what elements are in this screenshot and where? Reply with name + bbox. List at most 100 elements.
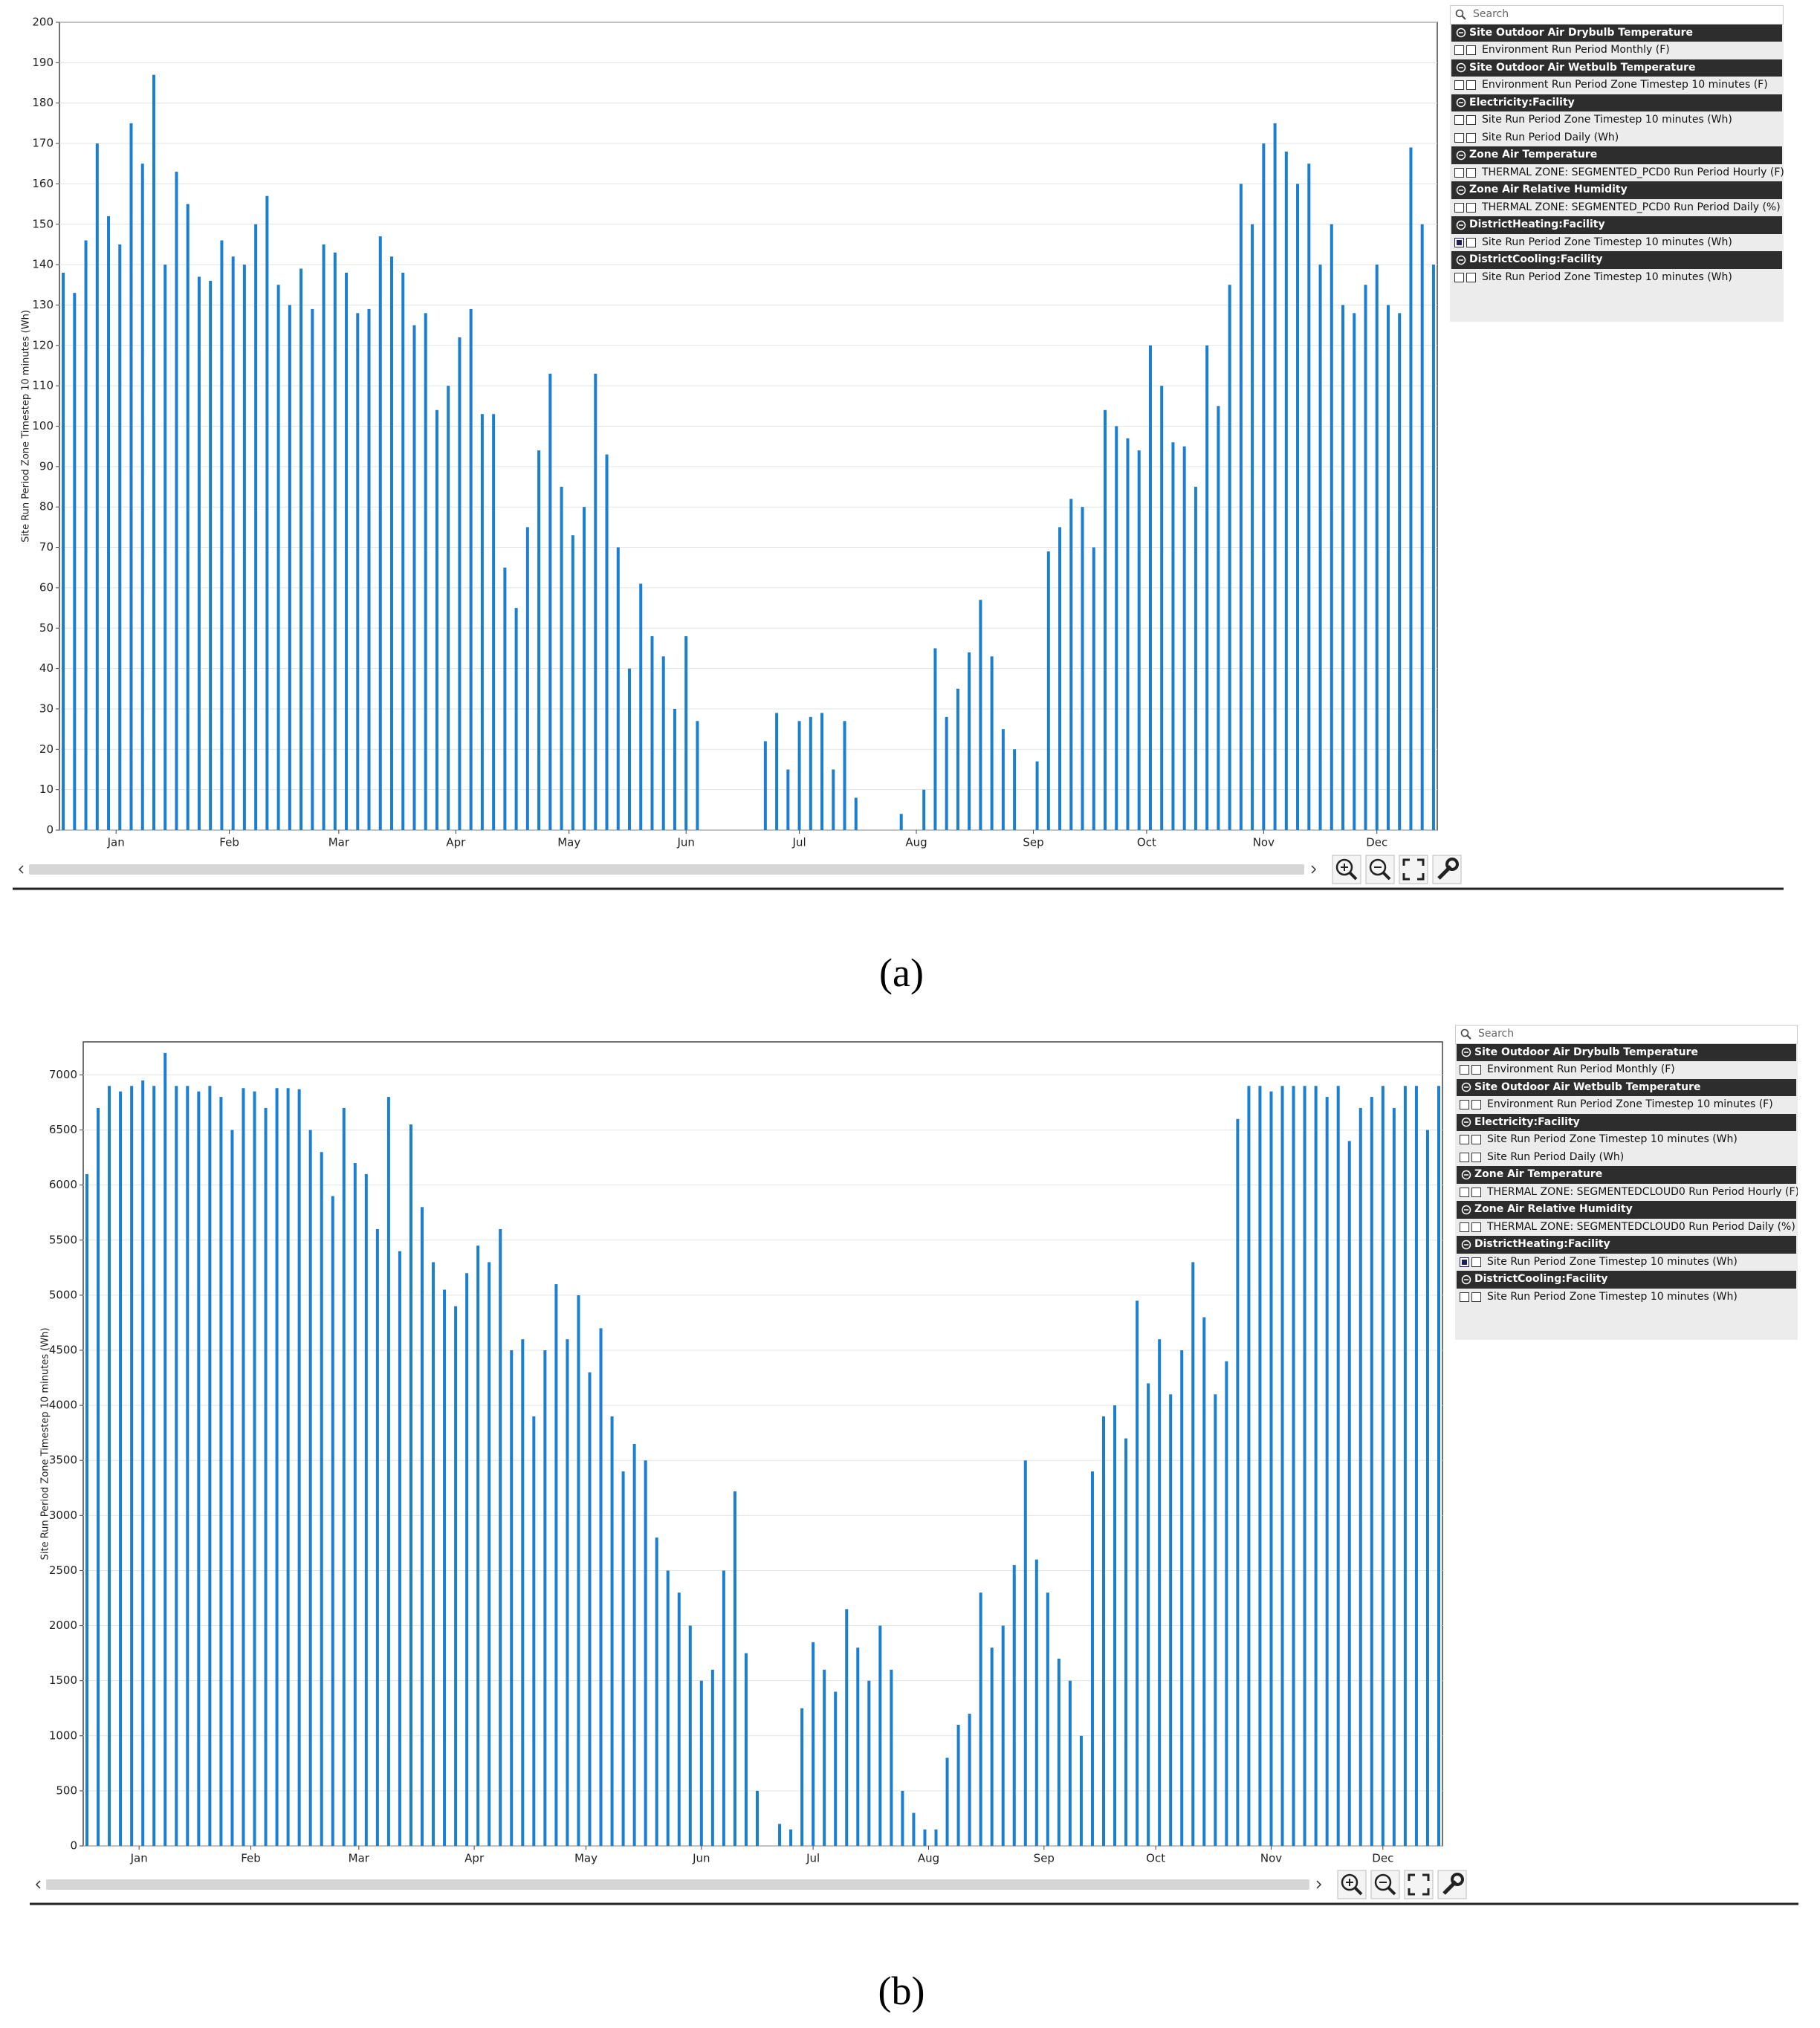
checkbox[interactable] <box>1454 202 1464 213</box>
group-header[interactable]: Zone Air Temperature <box>1451 146 1782 164</box>
bar <box>1115 426 1118 830</box>
bar <box>1001 1625 1005 1846</box>
checkbox[interactable] <box>1466 80 1476 91</box>
bar <box>655 1537 658 1846</box>
checkbox[interactable] <box>1460 1257 1469 1267</box>
bar <box>264 1107 268 1846</box>
icon <box>1341 1873 1358 1891</box>
checkbox[interactable] <box>1454 132 1464 143</box>
group-header[interactable]: DistrictCooling:Facility <box>1451 251 1782 269</box>
series-item: THERMAL ZONE: SEGMENTED_PCD0 Run Period … <box>1450 199 1784 217</box>
group-title: DistrictCooling:Facility <box>1474 1273 1608 1285</box>
icon <box>1417 858 1425 866</box>
checkbox[interactable] <box>1471 1257 1481 1267</box>
group-header[interactable]: Site Outdoor Air Drybulb Temperature <box>1451 24 1782 42</box>
scroll-right[interactable] <box>1311 865 1317 874</box>
scroll-left[interactable] <box>35 1880 41 1889</box>
group-header[interactable]: Site Outdoor Air Wetbulb Temperature <box>1451 59 1782 77</box>
scroll-left[interactable] <box>18 865 24 874</box>
y-tick-label: 200 <box>32 16 54 29</box>
checkbox[interactable] <box>1466 237 1476 247</box>
bar <box>186 1086 190 1846</box>
checkbox[interactable] <box>1460 1100 1469 1110</box>
checkbox[interactable] <box>1471 1187 1481 1197</box>
bar <box>469 308 473 830</box>
group-header[interactable]: Zone Air Temperature <box>1457 1166 1796 1184</box>
checkbox[interactable] <box>1454 167 1464 178</box>
bar <box>1160 386 1164 830</box>
checkbox[interactable] <box>1466 115 1476 126</box>
group-header[interactable]: Zone Air Relative Humidity <box>1457 1201 1796 1219</box>
bar <box>1180 1350 1184 1846</box>
checkbox[interactable] <box>1471 1100 1481 1110</box>
group-header[interactable]: Site Outdoor Air Wetbulb Temperature <box>1457 1078 1796 1096</box>
checkbox[interactable] <box>1460 1222 1469 1232</box>
bar <box>1023 1460 1027 1846</box>
group-header[interactable]: Electricity:Facility <box>1451 94 1782 111</box>
checkbox[interactable] <box>1466 272 1476 282</box>
bar <box>163 265 167 831</box>
group-header[interactable]: DistrictHeating:Facility <box>1451 216 1782 234</box>
bar <box>1403 1086 1407 1846</box>
y-tick-label: 0 <box>70 1839 77 1853</box>
group-header[interactable]: Site Outdoor Air Drybulb Temperature <box>1457 1043 1796 1061</box>
y-tick-label: 70 <box>39 540 54 554</box>
checkbox[interactable] <box>1466 167 1476 178</box>
checkbox[interactable] <box>1471 1135 1481 1145</box>
bar <box>1341 305 1345 830</box>
bar <box>197 276 201 830</box>
checkbox[interactable] <box>1454 237 1464 247</box>
collapse-icon <box>1456 220 1466 230</box>
group-header[interactable]: Zone Air Relative Humidity <box>1451 181 1782 199</box>
group-title: Zone Air Relative Humidity <box>1469 184 1628 195</box>
bar <box>1046 551 1050 830</box>
bar <box>583 507 586 830</box>
checkbox[interactable] <box>1466 45 1476 56</box>
checkbox[interactable] <box>1471 1152 1481 1162</box>
checkbox[interactable] <box>1454 80 1464 91</box>
bar <box>1292 1086 1295 1846</box>
checkbox[interactable] <box>1454 45 1464 56</box>
checkbox[interactable] <box>1460 1135 1469 1145</box>
y-tick-label: 6500 <box>49 1123 77 1136</box>
checkbox[interactable] <box>1471 1065 1481 1075</box>
group-title: DistrictCooling:Facility <box>1469 253 1603 265</box>
checkbox[interactable] <box>1466 202 1476 213</box>
bar <box>650 636 654 830</box>
bar <box>812 1642 815 1846</box>
group-header[interactable]: Electricity:Facility <box>1457 1113 1796 1131</box>
bar <box>447 386 450 830</box>
bar <box>956 1724 960 1846</box>
scroll-right[interactable] <box>1316 1880 1322 1889</box>
bar <box>933 648 937 830</box>
checkbox[interactable] <box>1471 1222 1481 1232</box>
checkbox[interactable] <box>1460 1065 1469 1075</box>
bar <box>616 547 620 830</box>
group-header[interactable]: DistrictCooling:Facility <box>1457 1271 1796 1289</box>
search-box[interactable]: Search <box>1450 5 1784 25</box>
group-header[interactable]: DistrictHeating:Facility <box>1457 1236 1796 1254</box>
bar <box>778 1824 782 1846</box>
bar <box>1182 446 1186 830</box>
y-tick-label: 1000 <box>49 1729 77 1742</box>
bar <box>375 1228 379 1846</box>
checkbox[interactable] <box>1460 1187 1469 1197</box>
bar <box>443 1289 447 1846</box>
checkbox[interactable] <box>1471 1292 1481 1302</box>
bar <box>1217 406 1220 830</box>
chart: 0 500 1000 1500 2000 2500 3000 3500 4000 4500 5000… <box>30 1041 1798 1905</box>
x-tick-label: Oct <box>1137 836 1156 849</box>
checkbox[interactable] <box>1454 272 1464 282</box>
scrollbar[interactable] <box>46 1879 1309 1890</box>
bar <box>1136 1300 1139 1846</box>
checkbox[interactable] <box>1460 1152 1469 1162</box>
search-box[interactable]: Search <box>1455 1025 1798 1044</box>
x-tick-label: May <box>574 1852 598 1865</box>
checkbox[interactable] <box>1460 1292 1469 1302</box>
checkbox[interactable] <box>1466 132 1476 143</box>
bar <box>1303 1086 1306 1846</box>
checkbox[interactable] <box>1454 115 1464 126</box>
scrollbar[interactable] <box>29 864 1304 875</box>
group-title: Site Outdoor Air Drybulb Temperature <box>1469 26 1693 39</box>
bar <box>1364 285 1367 830</box>
